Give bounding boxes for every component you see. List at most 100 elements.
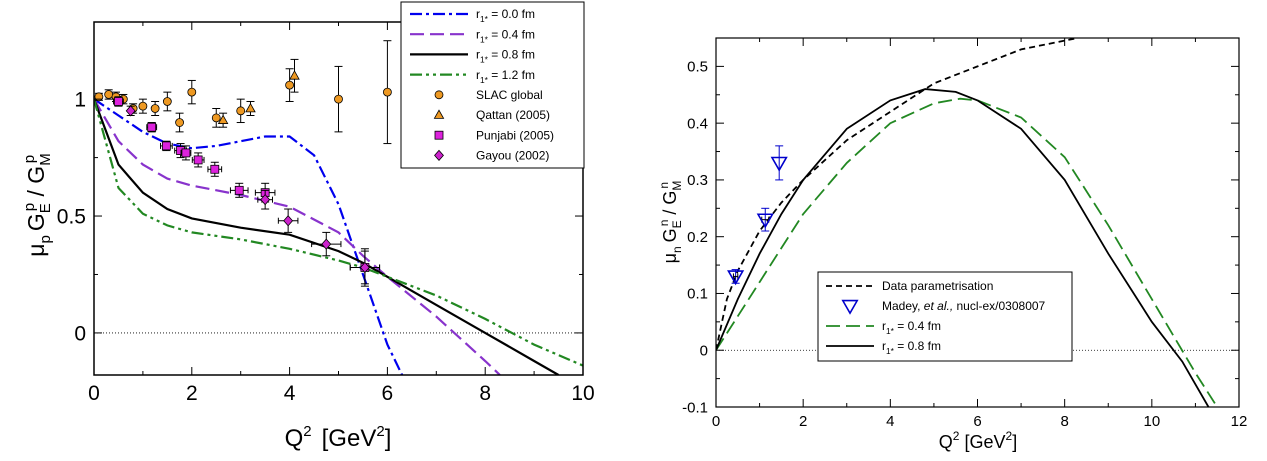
legend-label: Data parametrisation [882,279,993,293]
right-legend-items: Data parametrisation Madey, et al., nucl-… [826,279,1046,356]
legend-marker-swatch [841,299,859,315]
marker-circle [236,106,246,116]
legend-marker-swatch [434,149,444,162]
data-point [334,65,343,133]
marker-circle [382,87,392,97]
legend-label: r1* = 0.4 fm [476,27,535,44]
y-tick-label: -0.1 [682,399,708,416]
marker-circle [334,94,343,104]
data-point [150,100,160,117]
legend-label: Madey, et al., nucl-ex/0308007 [882,299,1046,313]
data-point [162,91,172,112]
marker-triangle [289,70,300,80]
series-line-2 [94,98,560,375]
legend-item: r1* = 1.2 fm [410,68,535,85]
marker-circle [104,90,114,99]
marker-circle [175,118,184,127]
data-point [160,140,173,152]
marker-circle [285,80,295,90]
legend-marker-swatch [434,90,444,100]
y-tick-label: 0.2 [687,229,708,246]
data-point [289,58,300,93]
data-point [180,145,192,161]
y-tick-label: 1 [74,88,86,111]
data-point [382,40,392,145]
marker-triangle-down [727,270,745,286]
marker-circle [187,87,197,97]
left-axis-ticks: 0 2 4 6 8 10 0 0.5 1 [57,22,595,405]
data-point [187,79,197,105]
legend-label: r1* = 0.4 fm [882,319,941,336]
x-tick-label: 6 [382,382,394,405]
right-x-axis-label: Q2 [GeV2] [939,429,1017,452]
marker-diamond [321,238,332,250]
legend-item: r1* = 0.8 fm [410,48,535,65]
y-tick-label: 0 [700,342,708,359]
data-point [285,68,295,102]
marker-diamond [125,105,136,117]
series-line-2 [716,97,1218,407]
marker-square [161,141,171,151]
marker-square [234,185,244,195]
marker-square [210,164,220,174]
data-point [311,231,342,257]
legend-item: r1* = 0.0 fm [410,7,535,24]
x-tick-label: 2 [799,413,807,430]
y-tick-label: 0 [74,322,86,345]
data-point [349,250,381,285]
marker-circle [162,97,172,106]
series-line-0 [716,38,1078,351]
y-tick-label: 0.3 [687,172,708,189]
x-tick-label: 8 [479,382,491,405]
marker-diamond [283,215,294,227]
series-line-3 [716,88,1210,407]
legend-marker-swatch [434,130,444,140]
series-line-3 [94,98,583,367]
data-point [146,122,158,133]
data-point [756,207,774,232]
marker-diamond [359,261,370,274]
x-tick-label: 0 [88,382,100,405]
data-point [257,189,273,210]
data-point [245,100,256,117]
marker-circle [138,101,148,111]
series-line-1 [94,98,501,375]
data-point [191,152,205,168]
left-legend: r1* = 0.0 fm r1* = 0.4 fm r1* = 0.8 fm r1* … [400,1,585,169]
marker-diamond [260,194,271,206]
x-tick-label: 8 [1060,413,1068,430]
data-point [207,161,223,177]
right-y-axis-label: μnGEn / GMn [657,181,684,264]
data-point [113,96,124,107]
data-point [125,105,136,117]
legend-item: Data parametrisation [826,279,993,293]
data-point [770,145,788,181]
marker-triangle [217,114,229,124]
legend-item: r1* = 0.4 fm [826,319,941,336]
legend-label: SLAC global [476,88,543,102]
y-tick-label: 0.5 [687,59,708,76]
left-series-lines [94,98,583,375]
marker-triangle-down [770,156,788,172]
data-point [229,182,249,198]
y-tick-label: 0.4 [687,115,708,132]
legend-label: r1* = 0.0 fm [476,7,535,24]
data-point [104,89,114,100]
x-tick-label: 6 [973,413,981,430]
legend-item: r1* = 0.8 fm [826,339,941,356]
x-tick-label: 4 [284,382,296,405]
marker-triangle [245,102,256,113]
left-y-axis-label: μpGEp / GMp [21,153,54,256]
series-line-0 [94,98,404,375]
legend-item: Punjabi (2005) [434,128,554,142]
right-legend: Data parametrisation Madey, et al., nucl-… [817,271,1073,362]
legend-marker-swatch [433,109,445,119]
legend-item: Qattan (2005) [433,108,550,122]
data-point [175,112,184,133]
marker-square [147,122,157,132]
left-data-points [94,40,392,287]
data-point [217,112,229,128]
legend-label: Qattan (2005) [476,108,550,122]
legend-label: r1* = 0.8 fm [882,339,941,356]
legend-label: Gayou (2002) [476,149,549,163]
